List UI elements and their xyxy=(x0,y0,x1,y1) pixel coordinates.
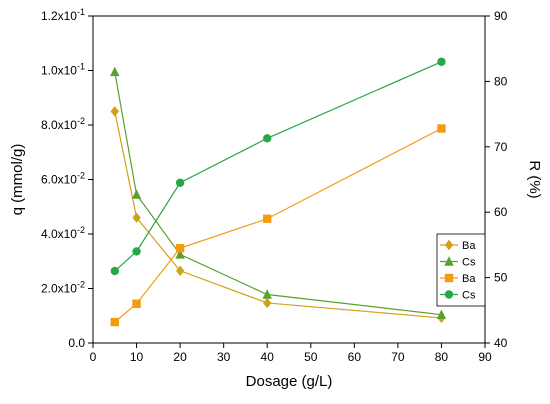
y2-axis-title: R (%) xyxy=(526,160,543,198)
x-tick-label: 10 xyxy=(130,350,144,364)
y-tick-label: 4.0x10-2 xyxy=(41,225,85,241)
legend-marker xyxy=(444,290,454,299)
x-tick-label: 50 xyxy=(304,350,318,364)
series-line xyxy=(114,127,442,323)
y-axis-title: q (mmol/g) xyxy=(9,144,26,216)
data-point xyxy=(110,66,120,77)
y-tick-label: 6.0x10-2 xyxy=(41,171,85,187)
x-tick-label: 30 xyxy=(217,350,231,364)
x-tick-label: 20 xyxy=(173,350,187,364)
data-point xyxy=(132,247,141,256)
data-point xyxy=(132,299,141,308)
legend-item: Cs xyxy=(440,256,476,269)
data-point xyxy=(437,57,446,66)
x-tick-label: 90 xyxy=(478,350,492,364)
x-axis-title: Dosage (g/L) xyxy=(246,373,333,390)
data-point xyxy=(131,189,142,199)
legend-label: Ba xyxy=(462,273,476,285)
x-tick-label: 0 xyxy=(90,350,97,364)
legend-label: Cs xyxy=(462,290,476,302)
legend-marker xyxy=(444,273,454,283)
y2-tick-label: 80 xyxy=(494,74,508,88)
legend: Ba Cs Ba Cs xyxy=(436,233,486,307)
axes: 0 10 20 30 40 50 60 70 80 90 0.0 2.0x10-2 4.0x10-2 6.… xyxy=(41,7,508,364)
legend-marker xyxy=(444,239,454,251)
data-point xyxy=(110,266,119,276)
plot-frame xyxy=(92,15,486,344)
legend-item: Cs xyxy=(440,290,476,302)
legend-label: Cs xyxy=(462,257,476,269)
y-tick-label: 2.0x10-2 xyxy=(41,280,85,296)
data-point xyxy=(132,212,141,223)
series-triangle-cs xyxy=(110,66,447,319)
legend-marker xyxy=(444,256,454,266)
x-tick-label: 70 xyxy=(391,350,405,364)
y2-tick-label: 90 xyxy=(494,9,508,23)
y-tick-label: 8.0x10-2 xyxy=(41,116,85,132)
data-point xyxy=(110,106,119,117)
series-line xyxy=(114,111,442,319)
y-tick-label: 0.0 xyxy=(68,336,85,350)
x-tick-label: 60 xyxy=(348,350,362,364)
data-point xyxy=(263,297,272,309)
data-point xyxy=(175,243,185,253)
data-point xyxy=(437,124,446,133)
y-tick-label: 1.2x10-1 xyxy=(41,7,85,23)
data-point xyxy=(175,178,185,187)
legend-item: Ba xyxy=(440,239,476,252)
y2-tick-label: 60 xyxy=(494,205,508,219)
x-tick-label: 80 xyxy=(435,350,449,364)
data-point xyxy=(263,134,272,143)
series-square-ba xyxy=(110,124,446,327)
series-layer xyxy=(110,57,447,327)
data-point xyxy=(436,309,447,319)
y2-tick-label: 40 xyxy=(494,336,508,350)
y-tick-label: 1.0x10-1 xyxy=(41,62,85,78)
data-point xyxy=(262,289,272,299)
legend-item: Ba xyxy=(440,273,476,285)
data-point xyxy=(263,214,272,223)
legend-label: Ba xyxy=(462,240,476,252)
data-point xyxy=(175,265,185,276)
x-tick-label: 40 xyxy=(261,350,275,364)
series-circle-cs xyxy=(110,57,446,276)
y2-tick-label: 50 xyxy=(494,271,508,285)
series-line xyxy=(114,71,442,316)
data-point xyxy=(175,249,185,259)
series-line xyxy=(114,61,442,272)
y2-tick-label: 70 xyxy=(494,140,508,154)
series-diamond-ba xyxy=(110,106,446,324)
data-point xyxy=(110,317,119,327)
